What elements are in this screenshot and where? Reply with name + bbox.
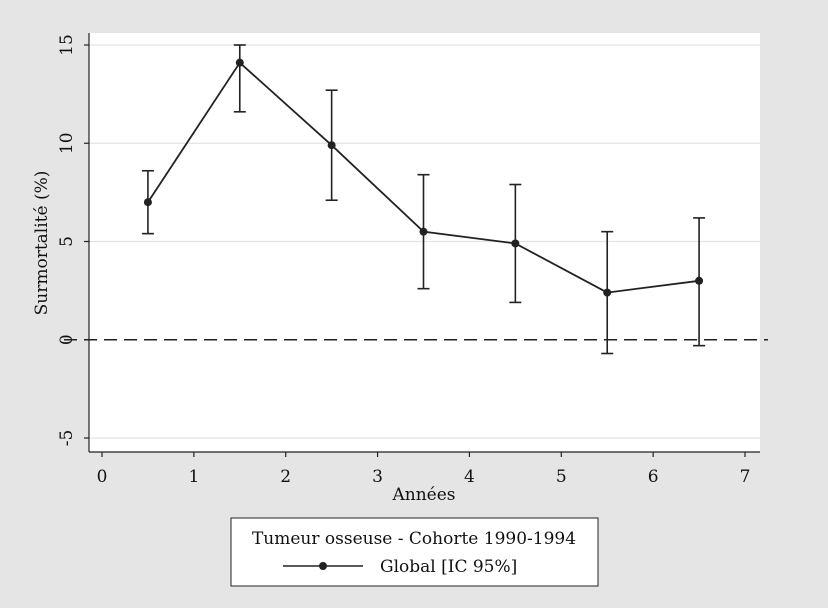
axes: -5 0 5 10 15 0 1 2 3 4 5 6 7 [57, 33, 760, 487]
x-tick-label: 6 [648, 467, 659, 487]
grid-lines [89, 44, 760, 439]
data-point [143, 198, 152, 207]
data-point [419, 227, 428, 236]
plot-background [89, 33, 760, 452]
data-point [327, 141, 336, 150]
data-point [235, 58, 244, 67]
x-axis-title: Années [391, 485, 455, 505]
x-tick-label: 2 [280, 467, 291, 487]
y-tick-label: 15 [57, 34, 77, 56]
y-tick-label: 5 [57, 236, 77, 247]
x-tick-label: 7 [740, 467, 751, 487]
x-tick-label: 4 [464, 467, 475, 487]
y-tick-label: -5 [57, 430, 77, 447]
legend: Tumeur osseuse - Cohorte 1990-1994 Globa… [230, 517, 599, 587]
data-point [695, 276, 704, 285]
legend-entry-label: Global [IC 95%] [380, 557, 517, 577]
y-tick-label: 10 [57, 132, 77, 154]
y-tick-label: 0 [57, 334, 77, 345]
data-point [511, 239, 520, 248]
y-axis-title: Surmortalité (%) [32, 171, 52, 316]
legend-box [230, 517, 599, 587]
x-tick-label: 0 [97, 467, 108, 487]
data-point [603, 288, 612, 297]
x-tick-label: 5 [556, 467, 567, 487]
series-layer [141, 44, 706, 355]
x-tick-label: 3 [372, 467, 383, 487]
legend-title: Tumeur osseuse - Cohorte 1990-1994 [252, 529, 576, 549]
legend-marker-sample [319, 562, 327, 570]
x-tick-label: 1 [188, 467, 199, 487]
